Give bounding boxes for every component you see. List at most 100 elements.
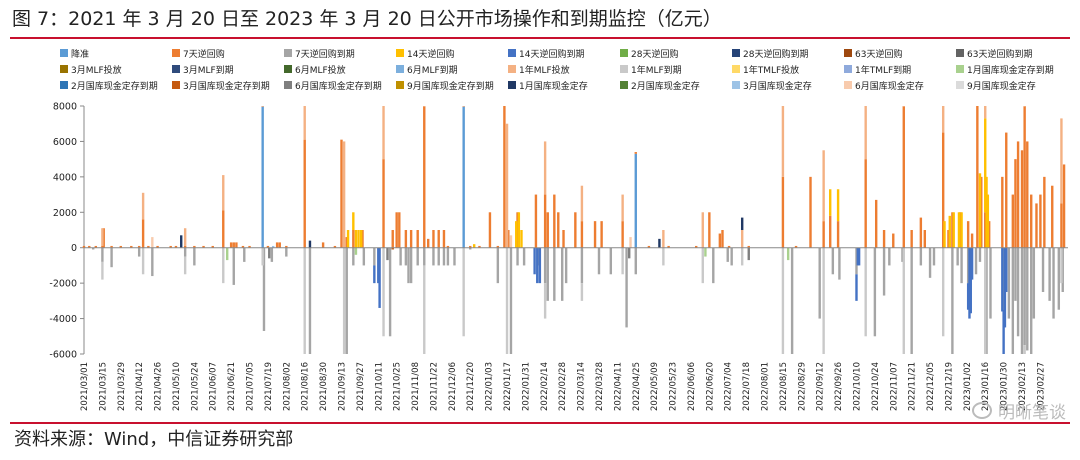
bar <box>1030 194 1033 248</box>
watermark: 明晰笔谈 <box>972 398 1066 423</box>
bar <box>141 247 145 275</box>
bar <box>537 247 540 266</box>
legend-label: 1月国库现金定存到期 <box>967 64 1054 76</box>
bar <box>543 283 547 319</box>
legend-swatch <box>396 65 404 73</box>
bar <box>790 247 794 354</box>
x-tick-label: 2022/01/31 <box>521 362 531 411</box>
bar <box>345 247 348 354</box>
bar <box>634 247 637 275</box>
bar <box>634 153 637 248</box>
x-tick-label: 2022/10/24 <box>871 362 881 411</box>
bar <box>423 265 426 354</box>
bar <box>516 247 519 266</box>
legend-label: 6月国库现金定存 <box>855 80 924 92</box>
bar <box>658 238 661 248</box>
bar <box>469 245 472 248</box>
bar <box>701 247 704 284</box>
bar <box>1007 247 1011 319</box>
bar <box>427 238 430 248</box>
legend-swatch <box>172 49 180 57</box>
bar <box>818 247 821 319</box>
bar <box>718 233 722 248</box>
bar <box>966 283 970 310</box>
bar <box>352 212 355 230</box>
bar <box>747 245 750 248</box>
bar <box>855 247 858 275</box>
bar <box>169 245 172 248</box>
bar <box>243 247 246 262</box>
bar <box>308 247 312 354</box>
x-axis: 2021/03/01 2021/03/15 2021/03/29 2021/04/12… <box>80 247 1068 411</box>
bar <box>747 247 750 261</box>
bar <box>984 106 987 119</box>
bar <box>781 106 785 177</box>
bar <box>91 247 95 250</box>
bar <box>391 230 394 248</box>
x-tick-label: 2022/03/14 <box>577 362 587 411</box>
legend-swatch <box>844 49 852 57</box>
x-tick-label: 2022/05/09 <box>650 362 660 411</box>
bar <box>382 247 385 337</box>
x-tick-label: 2022/04/25 <box>632 362 642 411</box>
bar <box>740 230 744 248</box>
legend-label: 2月国库现金定存 <box>631 80 700 92</box>
bar <box>1005 247 1008 292</box>
bar <box>522 247 526 266</box>
y-tick-label: -2000 <box>49 279 77 290</box>
legend-label: 1年TMLF投放 <box>743 64 799 76</box>
bar <box>960 247 963 284</box>
bar <box>442 247 446 266</box>
legend-swatch <box>60 65 68 73</box>
bar <box>156 245 159 248</box>
bar <box>910 247 913 354</box>
legend-label: 2月国库现金定存到期 <box>71 80 158 92</box>
bar <box>855 274 858 301</box>
legend-swatch <box>956 65 964 73</box>
x-tick-label: 2022/06/06 <box>687 362 697 411</box>
x-tick-label: 2022/01/17 <box>503 362 513 411</box>
bar <box>941 106 945 133</box>
bar <box>1041 247 1045 292</box>
bar <box>634 152 637 154</box>
legend-swatch <box>732 81 740 89</box>
bar <box>248 245 251 248</box>
bar <box>119 245 122 248</box>
bar <box>423 106 426 107</box>
bar <box>985 176 988 248</box>
bar <box>409 230 413 248</box>
bar <box>382 159 385 248</box>
bar <box>507 230 510 248</box>
bar <box>984 212 987 248</box>
bar <box>183 228 187 246</box>
y-axis: -6000 -4000 -2000 0 2000 4000 6000 8000 <box>49 102 85 361</box>
bar <box>1023 106 1026 107</box>
bar <box>303 247 306 354</box>
bar <box>902 247 905 354</box>
bar <box>1020 247 1024 354</box>
legend-label: 降准 <box>71 48 89 60</box>
bar <box>222 175 225 211</box>
bar <box>974 247 978 275</box>
bar <box>151 247 154 277</box>
x-tick-label: 2021/08/30 <box>319 362 329 411</box>
bar <box>505 247 509 354</box>
x-tick-label: 2021/12/06 <box>448 362 458 411</box>
bar <box>352 247 355 266</box>
legend-label: 6月国库现金定存到期 <box>295 80 382 92</box>
x-tick-label: 2022/04/11 <box>613 362 623 411</box>
bar <box>360 230 363 248</box>
bar <box>496 247 500 284</box>
bar <box>546 247 549 301</box>
x-tick-label: 2021/12/20 <box>466 362 476 411</box>
y-tick-label: 8000 <box>53 102 77 113</box>
bar <box>180 235 183 248</box>
bar <box>593 221 597 248</box>
bar <box>1061 247 1064 292</box>
bar <box>966 221 970 248</box>
y-tick-label: -4000 <box>49 314 77 325</box>
legend-swatch <box>620 65 628 73</box>
bar <box>662 247 665 266</box>
legend-label: 3月MLF投放 <box>71 64 122 76</box>
bar <box>822 247 825 354</box>
